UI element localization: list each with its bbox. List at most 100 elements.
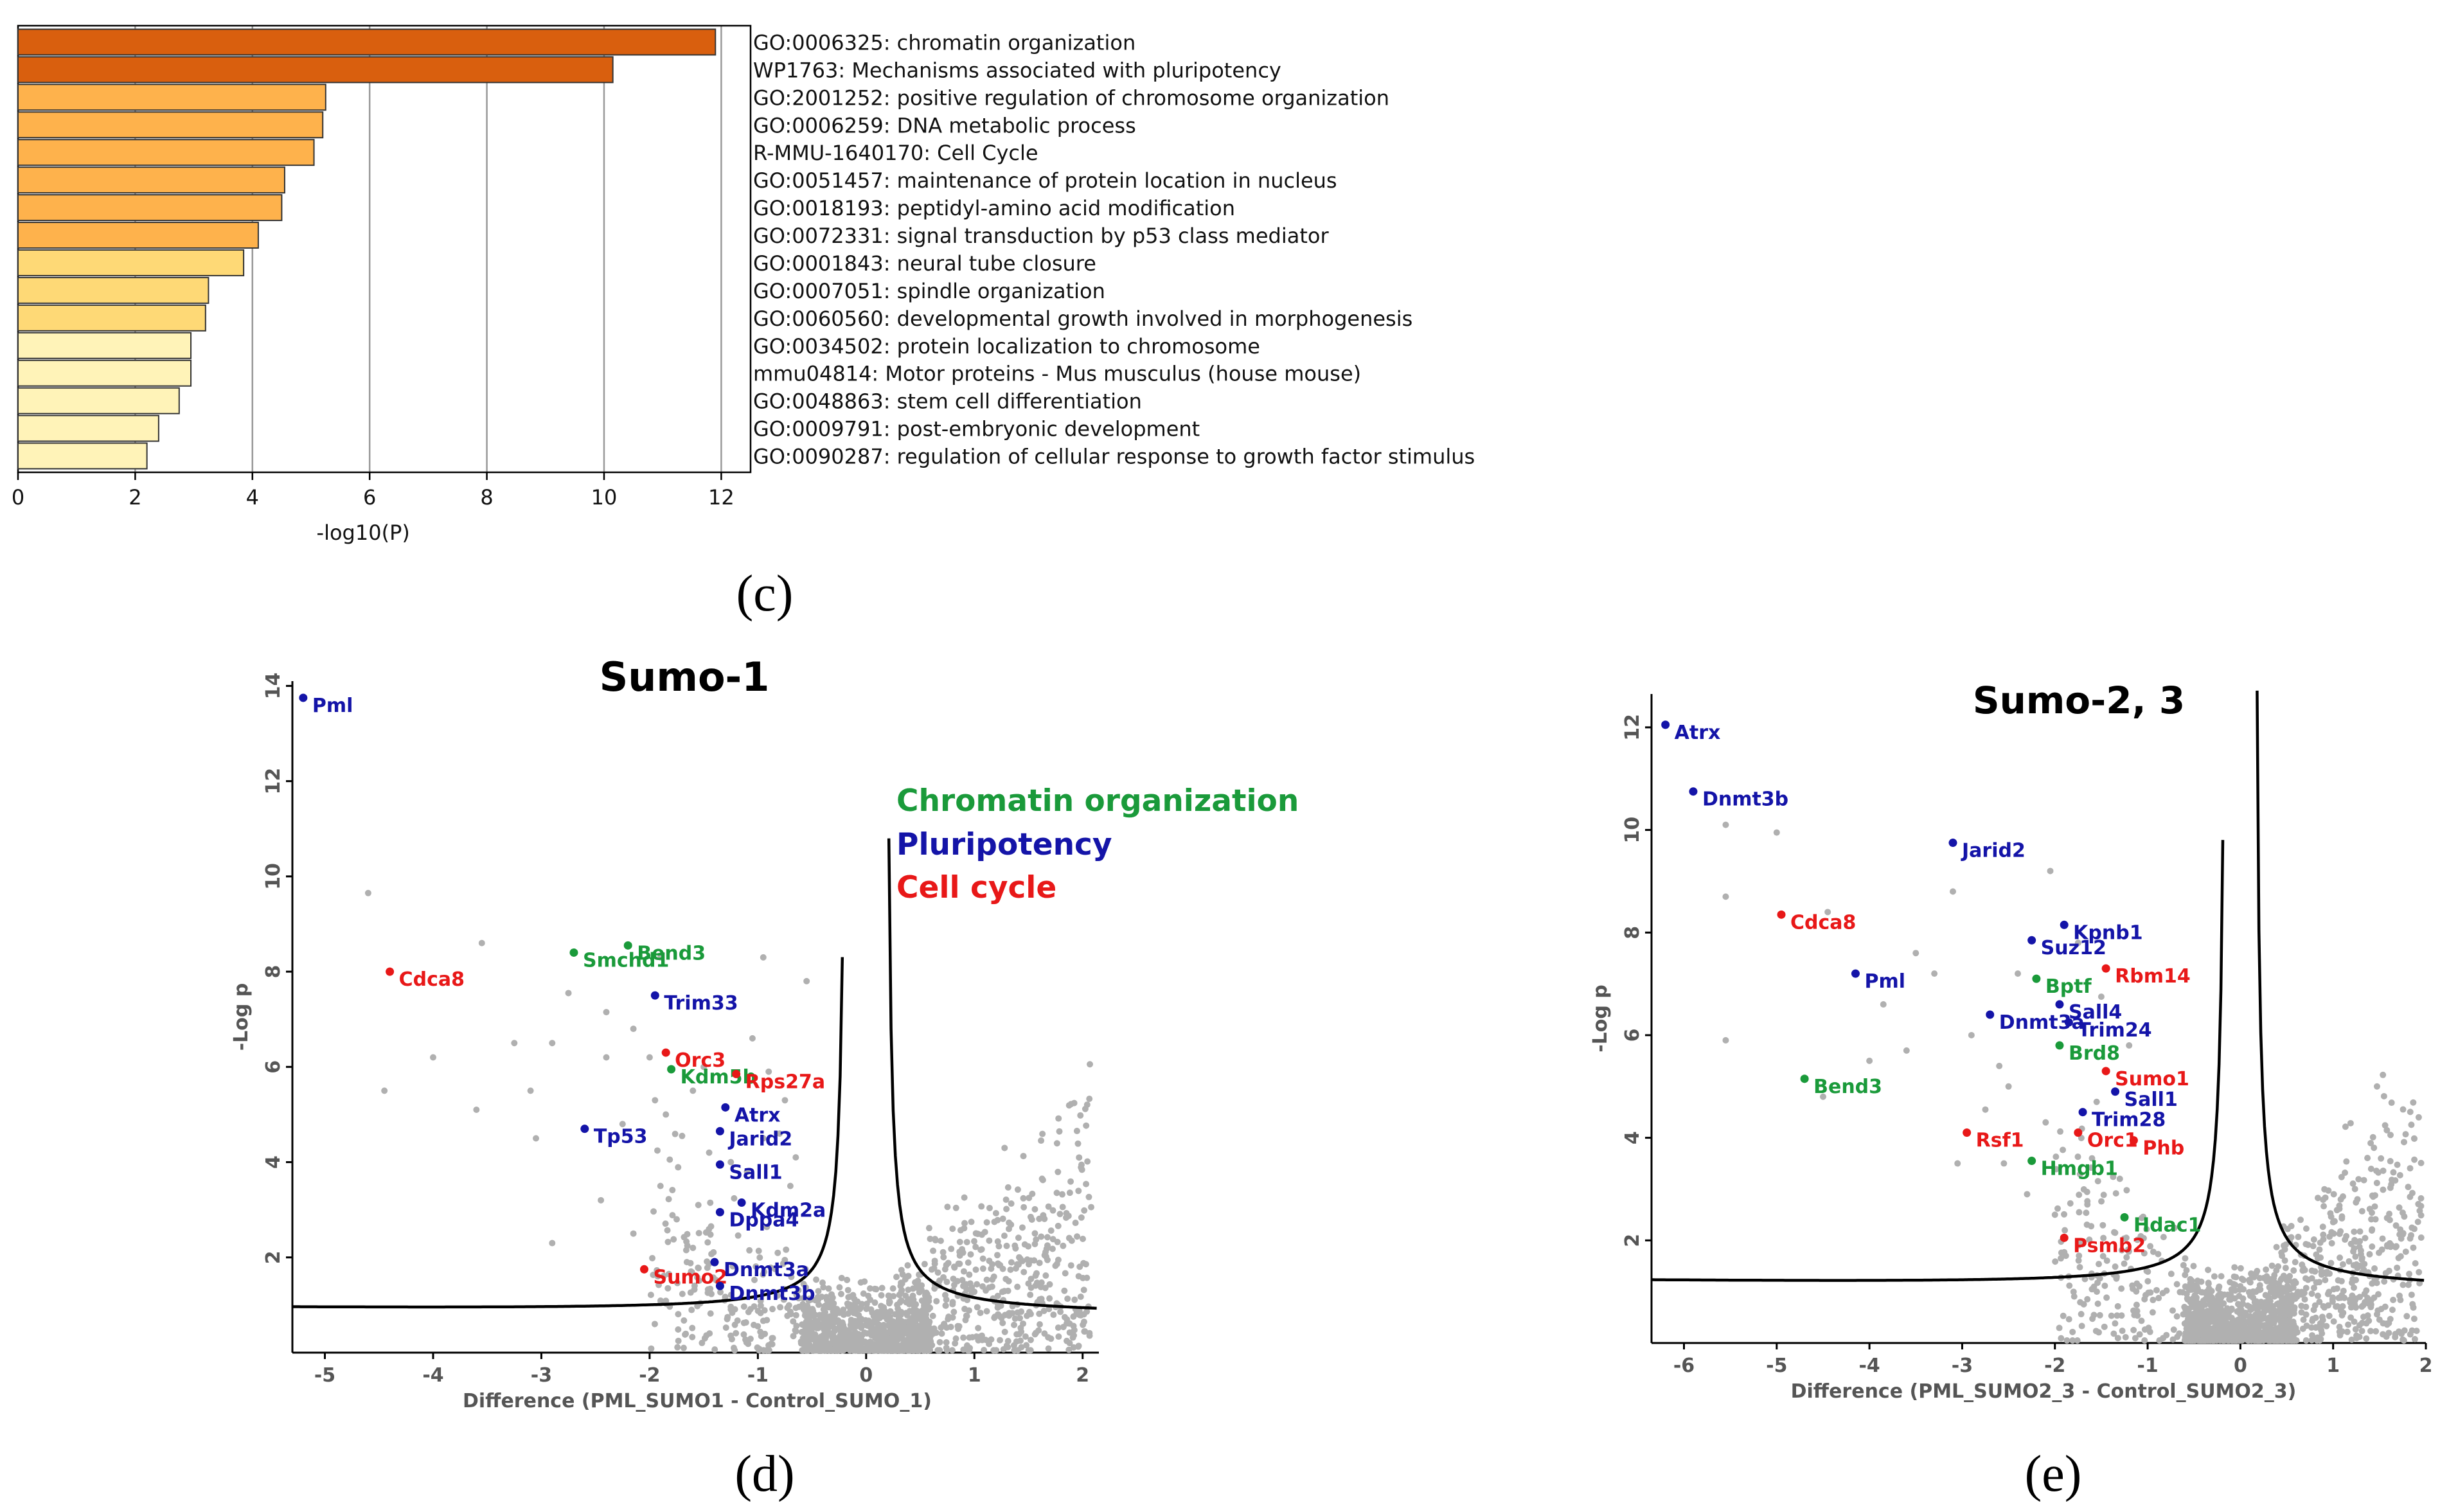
data-point xyxy=(1064,1295,1071,1303)
data-point xyxy=(2381,1278,2388,1285)
highlighted-point-smchd1 xyxy=(569,948,578,957)
data-point xyxy=(2351,1284,2358,1291)
data-point xyxy=(826,1299,833,1306)
data-point xyxy=(983,1276,990,1283)
data-point xyxy=(943,1261,950,1268)
data-point xyxy=(814,1296,821,1303)
data-point xyxy=(2093,1288,2100,1295)
data-point xyxy=(920,1347,927,1354)
data-point xyxy=(886,1335,893,1342)
x-tick-label: 1 xyxy=(2326,1355,2340,1377)
data-point xyxy=(654,1267,661,1274)
data-point xyxy=(1085,1193,1092,1200)
data-point xyxy=(1024,1312,1031,1319)
data-point xyxy=(1076,1154,1083,1161)
protein-label: Dnmt3a xyxy=(724,1259,809,1281)
data-point xyxy=(1004,1184,1011,1191)
data-point xyxy=(2273,1243,2280,1250)
data-point xyxy=(2097,993,2105,1001)
data-point xyxy=(801,1328,808,1335)
data-point xyxy=(866,1330,873,1337)
data-point xyxy=(1042,1272,1049,1279)
data-point xyxy=(2271,1331,2278,1338)
data-point xyxy=(1075,1342,1082,1349)
data-point xyxy=(797,1338,805,1345)
data-point xyxy=(2144,1277,2151,1285)
data-point xyxy=(2286,1312,2293,1319)
data-point xyxy=(2197,1326,2204,1333)
data-point xyxy=(2284,1328,2291,1335)
data-point xyxy=(1071,1099,1078,1107)
bar-11 xyxy=(17,332,192,359)
y-tick-label: 10 xyxy=(262,863,285,890)
highlighted-point-trim33 xyxy=(650,991,659,1000)
data-point xyxy=(2369,1243,2376,1250)
bar-2 xyxy=(17,84,326,111)
data-point xyxy=(2284,1225,2291,1232)
data-point xyxy=(1061,1313,1068,1321)
protein-label: Sall4 xyxy=(2069,1001,2122,1024)
data-point xyxy=(837,1290,844,1297)
data-point xyxy=(1982,1106,1989,1113)
data-point xyxy=(2098,1198,2105,1205)
data-point xyxy=(805,1297,812,1304)
data-point xyxy=(1053,1140,1060,1147)
data-point xyxy=(925,1306,932,1313)
data-point xyxy=(761,1307,768,1314)
data-point xyxy=(2058,1255,2065,1262)
legend-chromatin-organization: Chromatin organization xyxy=(896,783,1299,819)
data-point xyxy=(2338,1215,2346,1222)
data-point xyxy=(1006,1225,1013,1232)
data-point xyxy=(932,1329,939,1336)
data-point xyxy=(1032,1272,1039,1279)
data-point xyxy=(2292,1259,2299,1266)
data-point xyxy=(2410,1244,2417,1251)
threshold-curve-left xyxy=(1652,840,2225,1282)
data-point xyxy=(1075,1187,1082,1195)
highlighted-point-sumo2 xyxy=(639,1265,648,1274)
data-point xyxy=(955,1325,962,1332)
bar-category-label: R-MMU-1640170: Cell Cycle xyxy=(753,141,1038,165)
data-point xyxy=(898,1279,905,1286)
data-point xyxy=(1071,1326,1078,1333)
data-point xyxy=(1009,1310,1016,1317)
bar-category-label: GO:0001843: neural tube closure xyxy=(753,251,1096,276)
data-point xyxy=(740,1303,747,1310)
data-point xyxy=(780,1296,787,1303)
data-point xyxy=(2112,1190,2119,1197)
protein-label: Kdm5b xyxy=(681,1066,756,1089)
data-point xyxy=(747,1306,754,1313)
data-point xyxy=(2205,1280,2212,1287)
data-point xyxy=(2363,1335,2370,1342)
highlighted-point-atrx xyxy=(1661,720,1670,729)
data-point xyxy=(895,1335,902,1342)
data-point xyxy=(2317,1254,2324,1261)
data-point xyxy=(844,1276,851,1283)
highlighted-point-orc3 xyxy=(661,1048,670,1057)
data-point xyxy=(2173,1281,2180,1288)
x-tick-label: -2 xyxy=(2044,1355,2065,1377)
data-point xyxy=(1083,1180,1090,1187)
data-point xyxy=(871,1299,878,1306)
data-point xyxy=(1950,888,1957,895)
data-point xyxy=(914,1281,922,1288)
data-point xyxy=(2310,1285,2317,1292)
data-point xyxy=(964,1342,971,1349)
data-point xyxy=(2401,1327,2408,1334)
data-point xyxy=(2086,1236,2093,1243)
data-point xyxy=(851,1301,859,1308)
data-point xyxy=(936,1347,943,1354)
data-point xyxy=(2396,1171,2403,1178)
data-point xyxy=(856,1316,863,1323)
bar-13 xyxy=(17,387,180,414)
data-point xyxy=(2327,1210,2334,1217)
data-point xyxy=(2140,1234,2147,1241)
data-point xyxy=(756,1254,763,1261)
data-point xyxy=(840,1311,847,1318)
data-point xyxy=(997,1261,1004,1268)
data-point xyxy=(932,1236,939,1243)
data-point xyxy=(2145,1289,2152,1296)
threshold-curve-left xyxy=(292,957,844,1309)
data-point xyxy=(972,1230,979,1237)
